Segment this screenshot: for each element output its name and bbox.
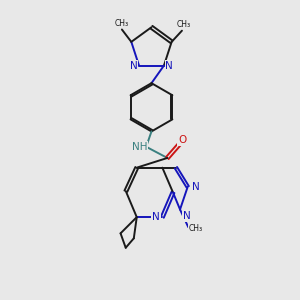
Text: NH: NH: [132, 142, 147, 152]
Text: O: O: [178, 135, 186, 145]
Text: CH₃: CH₃: [176, 20, 190, 29]
Text: CH₃: CH₃: [189, 224, 203, 233]
Text: N: N: [192, 182, 200, 192]
Text: N: N: [152, 212, 160, 222]
Text: N: N: [165, 61, 173, 70]
Text: N: N: [130, 61, 138, 70]
Text: N: N: [183, 211, 190, 221]
Text: CH₃: CH₃: [115, 19, 129, 28]
